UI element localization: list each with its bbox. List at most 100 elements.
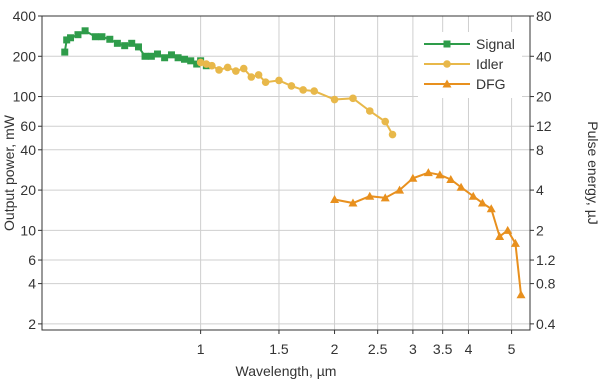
data-point-idler [215, 66, 223, 74]
x-tick-label: 1 [197, 341, 205, 357]
y2-tick-label: 8 [536, 142, 544, 158]
y2-axis-title: Pulse energy, µJ [585, 121, 599, 225]
y-tick-label: 200 [13, 48, 37, 64]
data-point-dfg [516, 290, 526, 299]
data-point-dfg [468, 191, 478, 200]
data-point-signal [141, 52, 149, 60]
data-point-idler [381, 117, 390, 126]
data-point-signal [81, 27, 89, 35]
x-tick-label: 1.5 [269, 341, 289, 357]
data-point-idler [388, 130, 397, 139]
data-point-signal [98, 33, 106, 41]
y2-tick-label: 20 [536, 89, 552, 105]
y-axis-right: 0.4 0.8 1.2 2 4 8 12 20 40 80 [530, 8, 556, 332]
y-tick-label: 100 [13, 89, 37, 105]
x-tick-label: 4 [465, 341, 473, 357]
data-point-signal [63, 36, 71, 44]
data-point-idler [232, 67, 240, 75]
y-axis-title: Output power, mW [1, 114, 17, 231]
data-point-idler [208, 61, 216, 70]
series-dfg [330, 168, 526, 299]
x-tick-label: 5 [508, 341, 516, 357]
data-point-signal [106, 35, 114, 43]
legend-item-signal: Signal [424, 36, 515, 52]
x-tick-label: 2.5 [368, 341, 388, 357]
data-point-signal [128, 39, 136, 47]
x-axis: 1 1.5 2 2.5 3 3.5 4 5 [197, 330, 516, 357]
data-point-signal [67, 34, 75, 42]
legend-marker-signal [443, 40, 451, 48]
y2-tick-label: 80 [536, 8, 552, 24]
data-point-signal [147, 52, 155, 60]
data-point-signal [167, 51, 175, 59]
x-tick-label: 3 [409, 341, 417, 357]
data-point-idler [365, 107, 374, 115]
data-point-dfg [456, 182, 466, 191]
series-line-idler [200, 61, 394, 136]
data-point-dfg [423, 168, 433, 177]
data-point-signal [193, 60, 201, 68]
data-point-idler [349, 94, 357, 103]
legend-item-dfg: DFG [424, 76, 506, 92]
data-point-idler [254, 71, 263, 79]
data-point-dfg [348, 198, 358, 207]
data-point-dfg [486, 204, 496, 213]
y-tick-label: 4 [28, 276, 36, 292]
data-point-idler [261, 78, 270, 87]
data-point-dfg [510, 238, 520, 247]
data-point-signal [161, 54, 169, 62]
data-point-dfg [446, 174, 456, 183]
data-point-signal [61, 48, 69, 56]
y2-tick-label: 4 [536, 182, 544, 198]
y-tick-label: 2 [28, 316, 36, 332]
data-point-signal [121, 42, 129, 50]
y2-tick-label: 12 [536, 118, 552, 134]
data-point-idler [239, 64, 248, 73]
y2-tick-label: 0.8 [536, 276, 556, 292]
data-point-dfg [495, 231, 505, 240]
y2-tick-label: 0.4 [536, 316, 556, 332]
data-point-signal [113, 39, 121, 47]
data-point-signal [174, 54, 182, 62]
data-point-dfg [330, 195, 340, 204]
y2-tick-label: 1.2 [536, 252, 556, 268]
data-point-dfg [408, 173, 418, 182]
plot-frame [41, 15, 531, 331]
data-point-idler [310, 87, 318, 95]
x-tick-label: 2 [331, 341, 339, 357]
legend-label-signal: Signal [476, 36, 515, 52]
data-point-idler [299, 86, 307, 94]
data-point-idler [247, 73, 256, 81]
x-tick-label: 3.5 [433, 341, 453, 357]
data-point-idler [196, 58, 205, 67]
data-point-dfg [477, 198, 487, 207]
data-point-idler [275, 76, 283, 85]
series-signal [61, 27, 210, 70]
legend: Signal Idler DFG [418, 32, 522, 98]
data-point-signal [181, 55, 189, 63]
series [61, 27, 526, 299]
y-tick-label: 20 [20, 182, 36, 198]
y-tick-label: 400 [13, 8, 37, 24]
data-point-signal [187, 57, 195, 65]
data-point-dfg [435, 170, 445, 179]
y-tick-label: 10 [20, 222, 36, 238]
data-point-dfg [380, 193, 390, 202]
legend-item-idler: Idler [424, 56, 504, 72]
series-idler [196, 58, 397, 139]
data-point-signal [91, 33, 99, 41]
legend-marker-dfg [442, 79, 452, 88]
y2-tick-label: 40 [536, 48, 552, 64]
data-point-dfg [503, 225, 513, 234]
y-tick-label: 40 [20, 142, 36, 158]
x-axis-title: Wavelength, µm [236, 363, 337, 379]
data-point-idler [330, 95, 339, 104]
data-point-idler [287, 82, 296, 90]
legend-marker-idler [443, 60, 451, 68]
data-point-dfg [365, 191, 375, 200]
data-point-idler [223, 63, 232, 72]
data-point-signal [154, 50, 162, 58]
y-tick-label: 6 [28, 252, 36, 268]
y2-tick-label: 2 [536, 222, 544, 238]
